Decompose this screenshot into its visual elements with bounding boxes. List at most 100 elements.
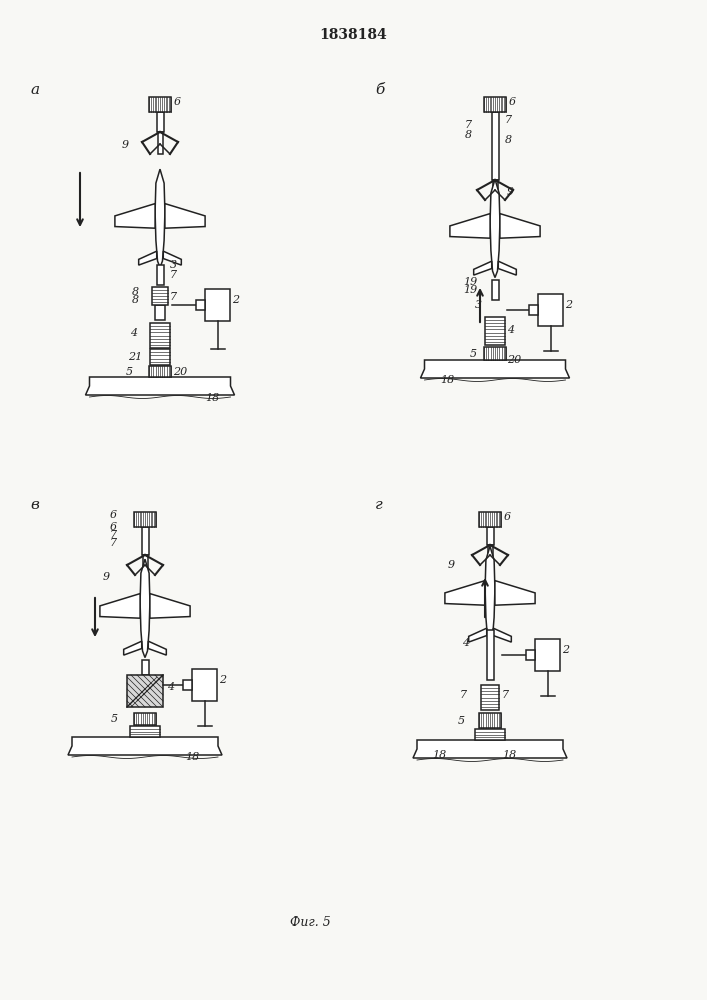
Text: 4: 4 (167, 682, 174, 692)
Polygon shape (155, 169, 165, 268)
Text: 2: 2 (562, 645, 569, 655)
Text: 5: 5 (111, 714, 118, 724)
Text: 2: 2 (565, 300, 572, 310)
Text: 7: 7 (110, 530, 117, 540)
Text: Фиг. 5: Фиг. 5 (290, 916, 330, 928)
Text: г: г (375, 498, 382, 512)
Text: 2: 2 (232, 295, 239, 305)
Text: 7: 7 (465, 120, 472, 130)
Text: 6: 6 (509, 97, 516, 107)
Polygon shape (493, 628, 511, 642)
Polygon shape (139, 251, 157, 265)
Polygon shape (115, 204, 155, 228)
Bar (486, 527, 493, 545)
Text: 8: 8 (132, 287, 139, 297)
Polygon shape (100, 594, 140, 618)
Bar (488, 545, 493, 565)
Polygon shape (500, 214, 540, 238)
Text: 7: 7 (505, 115, 512, 125)
Bar (535, 639, 560, 671)
Polygon shape (163, 251, 181, 265)
Bar (150, 349, 170, 365)
Bar (134, 512, 156, 527)
Text: 9: 9 (448, 560, 455, 570)
Text: 5: 5 (458, 716, 465, 726)
Bar (491, 112, 498, 180)
Text: 4: 4 (507, 325, 514, 335)
Bar (526, 650, 535, 660)
Polygon shape (450, 214, 490, 238)
Text: 6: 6 (110, 510, 117, 520)
Polygon shape (150, 594, 190, 618)
Bar (150, 323, 170, 348)
Text: 20: 20 (173, 367, 187, 377)
Polygon shape (140, 559, 150, 658)
Text: 9: 9 (122, 140, 129, 150)
Bar (475, 729, 505, 740)
Bar (149, 366, 171, 377)
Text: б: б (375, 83, 384, 97)
Bar (196, 300, 205, 310)
Polygon shape (86, 377, 235, 395)
Polygon shape (469, 628, 486, 642)
Bar (141, 527, 148, 555)
Bar (205, 289, 230, 321)
Text: 8: 8 (132, 295, 139, 305)
Text: 5: 5 (470, 349, 477, 359)
Text: 7: 7 (460, 690, 467, 700)
Bar (127, 675, 163, 707)
Text: 6: 6 (110, 522, 117, 532)
Bar (529, 305, 538, 315)
Bar (484, 97, 506, 112)
Text: в: в (30, 498, 39, 512)
Text: 7: 7 (170, 270, 177, 280)
Bar (491, 280, 498, 300)
Text: 4: 4 (130, 328, 137, 338)
Text: 4: 4 (462, 638, 469, 648)
Polygon shape (68, 737, 222, 755)
Polygon shape (165, 204, 205, 228)
Polygon shape (413, 740, 567, 758)
Bar (484, 347, 506, 360)
Text: 7: 7 (502, 690, 509, 700)
Text: 1838184: 1838184 (319, 28, 387, 42)
Bar (486, 630, 493, 680)
Text: 18: 18 (440, 375, 455, 385)
Bar (156, 112, 163, 132)
Bar (192, 669, 217, 701)
Bar (152, 287, 168, 305)
Text: 8: 8 (465, 130, 472, 140)
Bar (130, 726, 160, 737)
Text: 19: 19 (463, 277, 477, 287)
Bar (143, 555, 148, 575)
Bar (479, 512, 501, 527)
Text: 18: 18 (502, 750, 516, 760)
Polygon shape (495, 581, 535, 605)
Polygon shape (421, 360, 570, 378)
Bar (538, 294, 563, 326)
Polygon shape (498, 261, 516, 275)
Text: а: а (30, 83, 39, 97)
Text: 18: 18 (205, 393, 219, 403)
Bar (493, 180, 498, 200)
Bar (479, 713, 501, 728)
Bar (134, 713, 156, 725)
Polygon shape (124, 641, 141, 655)
Text: 6: 6 (504, 512, 511, 522)
Text: 18: 18 (185, 752, 199, 762)
Polygon shape (485, 546, 495, 645)
Text: 18: 18 (432, 750, 446, 760)
Text: 9: 9 (103, 572, 110, 582)
Bar (149, 97, 171, 112)
Bar (183, 680, 192, 690)
Polygon shape (490, 179, 500, 278)
Text: 2: 2 (219, 675, 226, 685)
Text: 7: 7 (170, 292, 177, 302)
Text: 19: 19 (463, 285, 477, 295)
Text: 8: 8 (505, 135, 512, 145)
Bar (481, 685, 499, 710)
Text: 9: 9 (507, 187, 514, 197)
Polygon shape (474, 261, 492, 275)
Bar (141, 660, 148, 675)
Bar (158, 132, 163, 154)
